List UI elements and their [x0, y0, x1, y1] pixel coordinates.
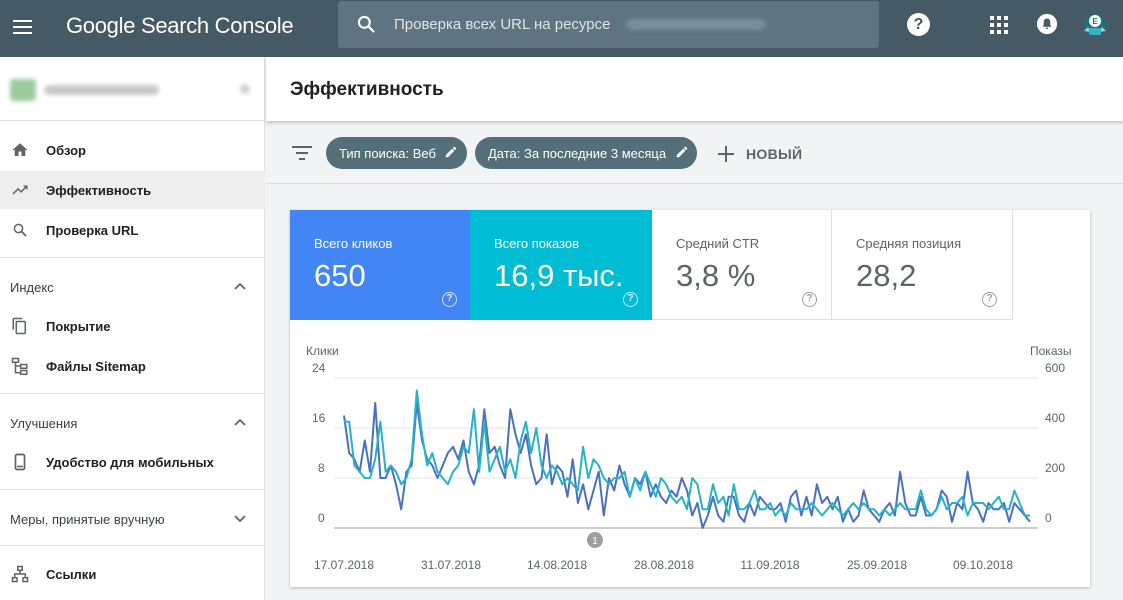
left-tick: 24	[312, 361, 326, 375]
edit-icon	[445, 146, 457, 158]
divider	[266, 183, 1123, 184]
chevron-up-icon	[234, 282, 246, 290]
divider	[0, 257, 265, 258]
x-tick: 09.10.2018	[952, 558, 1014, 572]
sidebar-item-overview[interactable]: Обзор	[0, 131, 265, 169]
right-axis-title: Показы	[1030, 344, 1072, 358]
home-icon	[12, 143, 28, 156]
right-tick: 200	[1045, 461, 1066, 475]
annotation-label: 1	[592, 536, 598, 547]
metric-average-ctr[interactable]: Средний CTR 3,8 % ?	[652, 210, 832, 320]
sidebar-item-links[interactable]: Ссылки	[0, 555, 265, 593]
help-icon[interactable]: ?	[907, 13, 930, 36]
left-tick: 8	[318, 461, 325, 475]
search-input[interactable]	[394, 9, 624, 39]
x-tick: 31.07.2018	[420, 558, 482, 572]
property-selector[interactable]	[0, 57, 265, 121]
sidebar: Обзор Эффективность Проверка URL Индекс …	[0, 57, 265, 600]
x-tick: 11.09.2018	[740, 558, 800, 572]
apps-grid-icon[interactable]	[990, 16, 1008, 34]
filter-chip-date[interactable]: Дата: За последние 3 месяца	[475, 137, 697, 169]
performance-chart: Клики Показы 24 16 8 0 600 400 200 0 1 1…	[290, 320, 1090, 587]
divider	[0, 489, 265, 490]
property-favicon	[10, 79, 36, 101]
chevron-down-icon	[234, 515, 246, 523]
right-tick: 400	[1045, 411, 1066, 425]
metric-total-impressions[interactable]: Всего показов 16,9 тыс. ?	[470, 210, 652, 320]
app-logo[interactable]: Google Search Console	[66, 13, 294, 38]
chevron-up-icon	[234, 418, 246, 426]
clicks-series-line	[343, 402, 1031, 529]
help-icon[interactable]: ?	[802, 292, 817, 307]
account-avatar[interactable]: E	[1078, 9, 1112, 41]
search-icon	[13, 223, 27, 237]
smartphone-icon	[14, 453, 26, 471]
x-tick: 28.08.2018	[633, 558, 695, 572]
section-index-toggle[interactable]: Индекс	[0, 267, 265, 305]
impressions-series-line	[344, 389, 1030, 517]
performance-card: Всего кликов 650 ? Всего показов 16,9 ты…	[290, 210, 1090, 587]
chart-plot-area[interactable]: 1	[290, 320, 1090, 587]
sidebar-item-url-inspection[interactable]: Проверка URL	[0, 211, 265, 249]
right-tick: 600	[1045, 361, 1066, 375]
filter-icon[interactable]	[291, 144, 313, 162]
sidebar-item-performance[interactable]: Эффективность	[0, 171, 265, 209]
notifications-icon[interactable]	[1036, 13, 1058, 35]
menu-icon[interactable]	[10, 14, 36, 40]
blurred-property-name	[44, 85, 159, 95]
sidebar-item-mobile-usability[interactable]: Удобство для мобильных	[0, 443, 265, 481]
sidebar-item-sitemaps[interactable]: Файлы Sitemap	[0, 347, 265, 385]
section-enhancements-toggle[interactable]: Улучшения	[0, 403, 265, 441]
property-dropdown-icon	[240, 84, 250, 94]
sitemap-icon	[11, 357, 28, 375]
left-axis-title: Клики	[306, 344, 339, 358]
links-icon	[11, 565, 29, 583]
x-tick: 14.08.2018	[526, 558, 588, 572]
trending-up-icon	[12, 185, 28, 195]
left-tick: 16	[312, 411, 326, 425]
filter-chip-search-type[interactable]: Тип поиска: Веб	[326, 137, 467, 169]
right-tick: 0	[1045, 511, 1052, 525]
x-tick: 17.07.2018	[313, 558, 375, 572]
svg-text:E: E	[1092, 17, 1098, 26]
annotation-marker[interactable]: 1	[587, 532, 603, 548]
metric-average-position[interactable]: Средняя позиция 28,2 ?	[832, 210, 1013, 320]
left-tick: 0	[318, 511, 325, 525]
edit-icon	[676, 146, 688, 158]
plus-icon	[718, 146, 734, 162]
search-icon	[357, 15, 375, 33]
top-app-bar: Google Search Console ? E	[0, 0, 1123, 57]
help-icon[interactable]: ?	[982, 292, 997, 307]
x-tick: 25.09.2018	[846, 558, 908, 572]
divider	[0, 545, 265, 546]
add-filter-button[interactable]: НОВЫЙ	[715, 141, 805, 165]
help-icon[interactable]: ?	[623, 292, 638, 307]
section-manual-actions-toggle[interactable]: Меры, принятые вручную	[0, 499, 265, 537]
sidebar-item-coverage[interactable]: Покрытие	[0, 307, 265, 345]
page-title: Эффективность	[290, 79, 444, 100]
metric-total-clicks[interactable]: Всего кликов 650 ?	[290, 210, 470, 320]
copy-icon	[12, 317, 26, 335]
blurred-property-url	[626, 19, 766, 30]
url-inspection-search[interactable]	[338, 1, 879, 48]
help-icon[interactable]: ?	[442, 292, 457, 307]
divider	[0, 393, 265, 394]
page-header: Эффективность	[266, 57, 1123, 121]
